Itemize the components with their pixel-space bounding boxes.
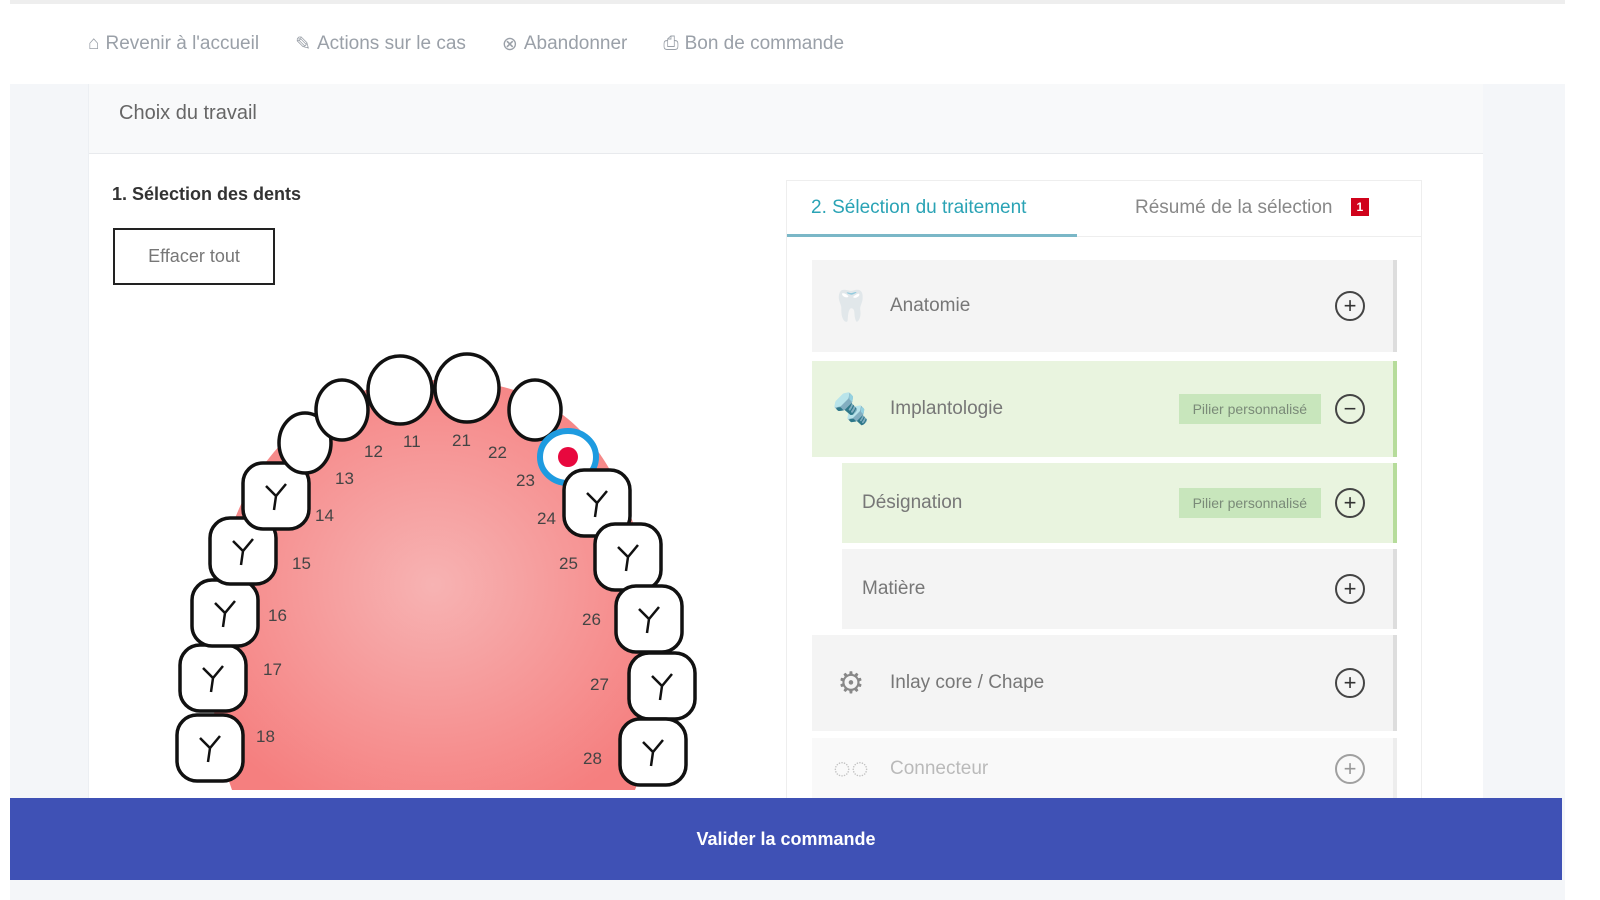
expand-plus-icon[interactable]: + — [1335, 574, 1365, 604]
expand-plus-icon[interactable]: + — [1335, 291, 1365, 321]
teeth-section-title: 1. Sélection des dents — [112, 184, 302, 204]
connector-icon: ◌◌ — [833, 752, 869, 785]
row-label: Inlay core / Chape — [890, 672, 1045, 693]
treatment-row-mati-re[interactable]: Matière + — [842, 549, 1397, 629]
tooth-groove — [586, 490, 608, 518]
nav-order-form[interactable]: ⎙ Bon de commande — [663, 33, 845, 54]
tooth-12[interactable] — [314, 378, 370, 442]
row-label: Implantologie — [890, 398, 1004, 419]
nav-abandon[interactable]: ⊗ Abandonner — [501, 33, 628, 55]
top-nav: ⌂ Revenir à l'accueil ✎ Actions sur le cas… — [10, 0, 1565, 84]
crown-icon: 🦷 — [832, 289, 870, 323]
tooth-groove — [617, 544, 639, 572]
implant-icon: 🔩 — [832, 392, 870, 426]
selected-tag: Pilier personnalisé — [1178, 394, 1321, 424]
tooth-11[interactable] — [366, 354, 434, 426]
treatment-row-anatomie[interactable]: 🦷 Anatomie + — [812, 260, 1397, 352]
tooth-21[interactable] — [433, 352, 501, 424]
printer-icon: ⎙ — [663, 33, 679, 54]
pencil-icon: ✎ — [295, 33, 311, 55]
tooth-22[interactable] — [507, 378, 563, 442]
tooth-number: 16 — [268, 606, 287, 625]
treatment-row-implantologie[interactable]: 🔩 Implantologie Pilier personnalisé − — [812, 361, 1397, 457]
selected-marker — [558, 447, 578, 467]
tooth-number: 23 — [516, 471, 535, 490]
tooth-number: 13 — [335, 469, 354, 488]
clear-all-button[interactable]: Effacer tout — [113, 228, 275, 285]
validate-order-button[interactable]: Valider la commande — [10, 798, 1562, 880]
row-label: Désignation — [862, 492, 963, 513]
tooth-13[interactable] — [277, 411, 333, 475]
tooth-groove — [651, 673, 673, 701]
collapse-minus-icon[interactable]: − — [1335, 394, 1365, 424]
tooth-number: 11 — [403, 432, 421, 451]
tooth-number: 17 — [263, 660, 282, 679]
row-label: Matière — [862, 578, 926, 599]
tooth-groove — [202, 665, 224, 693]
row-label: Connecteur — [890, 758, 989, 779]
expand-plus-icon[interactable]: + — [1335, 488, 1365, 518]
home-icon: ⌂ — [88, 33, 100, 54]
tab-selection-summary[interactable]: Résumé de la sélection 1 — [1135, 197, 1370, 219]
treatment-row-connecteur[interactable]: ◌◌ Connecteur + — [812, 738, 1397, 800]
tooth-number: 28 — [583, 749, 602, 768]
nav-home[interactable]: ⌂ Revenir à l'accueil — [88, 33, 260, 54]
row-label: Anatomie — [890, 295, 971, 316]
tooth-groove — [232, 538, 254, 566]
nav-actions[interactable]: ✎ Actions sur le cas — [295, 33, 466, 55]
palate — [210, 380, 656, 790]
summary-count-badge: 1 — [1350, 198, 1370, 216]
selected-tag: Pilier personnalisé — [1178, 488, 1321, 518]
tooth-number: 12 — [364, 442, 383, 461]
card-title: Choix du travail — [89, 84, 1483, 154]
tooth-number: 21 — [452, 431, 471, 450]
expand-plus-icon[interactable]: + — [1335, 754, 1365, 784]
tooth-number: 25 — [559, 554, 578, 573]
tooth-groove — [214, 600, 236, 628]
tooth-number: 27 — [590, 675, 609, 694]
tooth-number: 24 — [537, 509, 556, 528]
treatment-row-d-signation[interactable]: Désignation Pilier personnalisé + — [842, 463, 1397, 543]
tab-treatment-selection[interactable]: 2. Sélection du traitement — [787, 197, 1077, 237]
tooth-number: 14 — [315, 506, 334, 525]
tooth-groove — [638, 606, 660, 634]
tooth-number: 15 — [292, 554, 311, 573]
tooth-number: 22 — [488, 443, 507, 462]
tooth-number: 26 — [582, 610, 601, 629]
cancel-circle-icon: ⊗ — [501, 33, 518, 55]
tooth-number: 18 — [256, 727, 275, 746]
tooth-groove — [199, 735, 221, 763]
treatment-row-inlay-core-chape[interactable]: ⚙ Inlay core / Chape + — [812, 635, 1397, 731]
expand-plus-icon[interactable]: + — [1335, 668, 1365, 698]
tooth-groove — [642, 739, 664, 767]
tooth-groove — [265, 483, 287, 511]
inlay-core-icon: ⚙ — [837, 666, 865, 700]
